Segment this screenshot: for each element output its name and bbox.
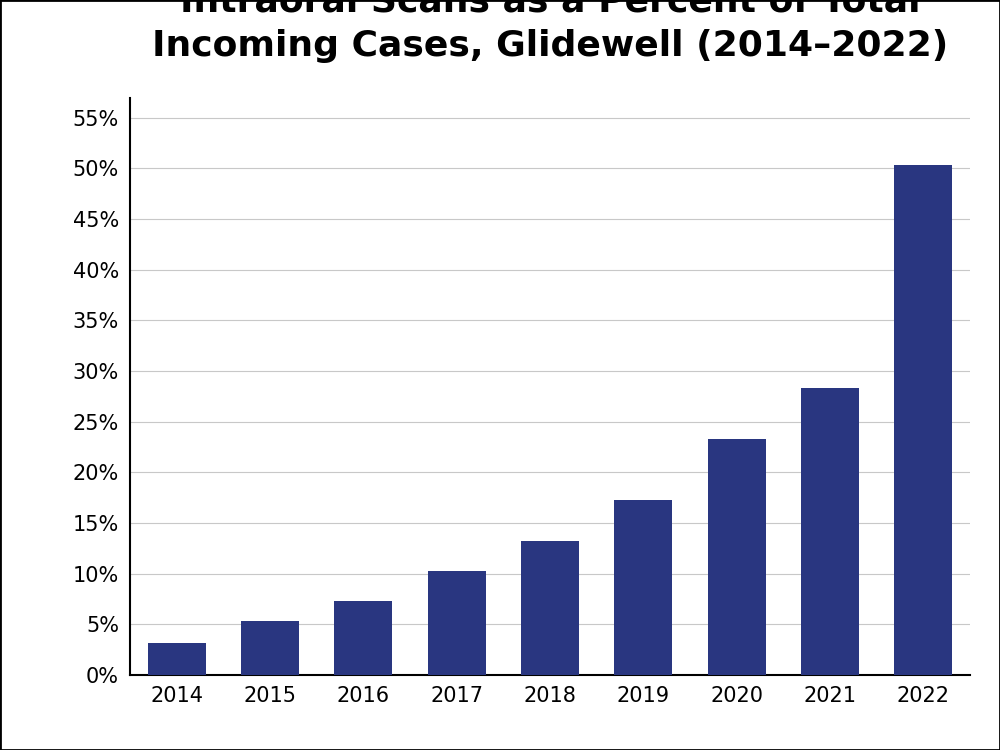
- Bar: [241, 621, 299, 675]
- Bar: [334, 601, 392, 675]
- Bar: [708, 439, 766, 675]
- Bar: [801, 388, 859, 675]
- Bar: [894, 166, 952, 675]
- Bar: [428, 571, 486, 675]
- Bar: [148, 643, 206, 675]
- Bar: [614, 500, 672, 675]
- Title: Intraoral Scans as a Percent of Total
Incoming Cases, Glidewell (2014–2022): Intraoral Scans as a Percent of Total In…: [152, 0, 948, 63]
- Bar: [521, 542, 579, 675]
